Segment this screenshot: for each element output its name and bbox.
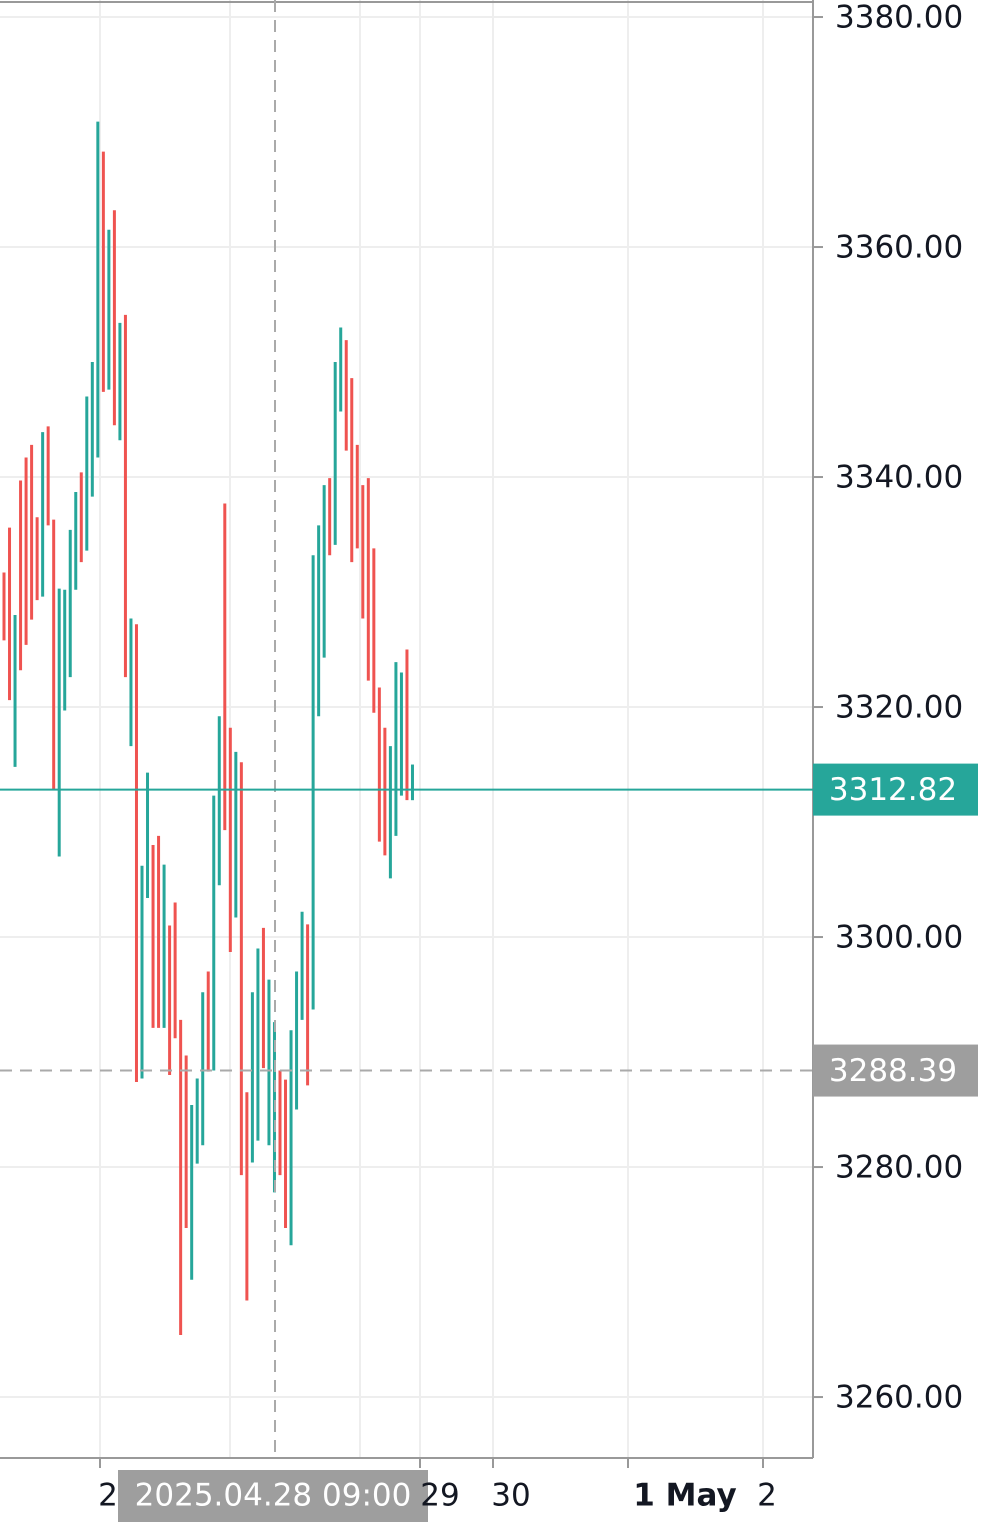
last-price-label: 3312.82 [829, 772, 957, 808]
y-tick-label: 3340.00 [835, 460, 963, 496]
y-tick-label: 3360.00 [835, 230, 963, 266]
crosshair-time-label: 2025.04.28 09:00 [135, 1478, 412, 1514]
x-tick-label: 30 [491, 1478, 530, 1514]
last-price-box [813, 763, 978, 816]
x-tick-label: 29 [420, 1478, 459, 1514]
y-tick-label: 3280.00 [835, 1150, 963, 1186]
x-tick-label: 2 [98, 1478, 118, 1514]
x-tick-label: 1 May [633, 1478, 736, 1514]
bars [2, 121, 414, 1335]
y-tick-label: 3320.00 [835, 690, 963, 726]
y-tick-label: 3260.00 [835, 1380, 963, 1416]
crosshair-time-box [118, 1470, 428, 1522]
y-tick-label: 3300.00 [835, 920, 963, 956]
y-tick-label: 3380.00 [835, 0, 963, 36]
crosshair-price-label: 3288.39 [829, 1053, 957, 1089]
crosshair-price-box [813, 1044, 978, 1097]
x-tick-label: 2 [757, 1478, 777, 1514]
